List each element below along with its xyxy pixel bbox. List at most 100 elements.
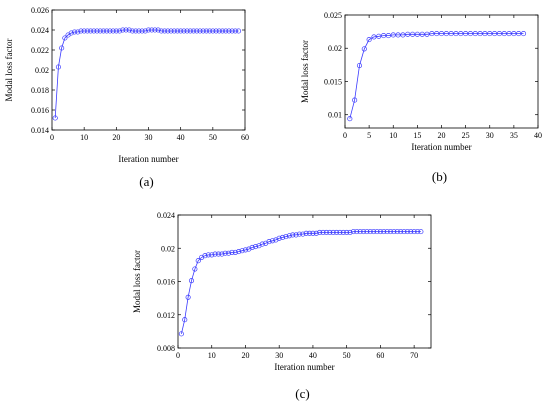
- data-point: [185, 294, 191, 300]
- data-point: [293, 232, 299, 238]
- data-point: [347, 229, 353, 236]
- data-point: [276, 235, 282, 241]
- data-point: [395, 32, 401, 38]
- data-point: [364, 229, 370, 235]
- data-point: [75, 29, 81, 35]
- data-point: [129, 28, 135, 34]
- data-point: [367, 229, 373, 235]
- series-line: [181, 231, 421, 334]
- panel-caption: (b): [432, 169, 447, 184]
- data-point: [391, 229, 397, 235]
- panel-caption: (c): [295, 386, 309, 401]
- x-axis-label: Iteration number: [411, 142, 471, 152]
- data-point: [400, 32, 406, 38]
- plot-frame: [344, 14, 539, 129]
- data-point: [68, 30, 74, 36]
- data-point: [182, 317, 188, 323]
- data-point: [286, 233, 292, 239]
- data-point: [202, 253, 208, 259]
- data-point: [303, 230, 309, 236]
- data-point: [187, 28, 193, 34]
- data-point: [232, 249, 238, 255]
- data-point: [107, 28, 113, 34]
- data-point: [482, 31, 488, 37]
- chart-b: 0 5 10 15 20 25 30 35 40 0.01 0.015 0.02 0.025 Iterat…: [300, 11, 542, 184]
- data-point: [155, 27, 161, 33]
- x-tick-label: 20: [438, 131, 446, 140]
- data-point: [123, 27, 129, 33]
- y-tick-label: 0.01: [328, 111, 342, 120]
- data-point: [81, 28, 87, 34]
- data-point: [401, 229, 407, 235]
- y-tick-label: 0.014: [31, 126, 49, 135]
- data-point: [236, 249, 242, 255]
- data-point: [357, 229, 363, 235]
- x-tick-label: 70: [410, 351, 418, 360]
- x-tick-label: 50: [209, 133, 217, 142]
- data-point: [419, 31, 425, 37]
- data-point: [266, 239, 272, 245]
- data-point: [113, 28, 119, 34]
- data-point: [219, 28, 226, 34]
- data-point: [97, 28, 103, 34]
- data-point: [209, 252, 215, 258]
- data-point: [142, 28, 148, 34]
- x-tick-label: 10: [80, 133, 88, 142]
- data-point: [236, 28, 242, 34]
- data-point: [467, 31, 474, 37]
- data-point: [411, 229, 417, 235]
- data-point: [205, 252, 211, 258]
- data-point: [239, 248, 245, 254]
- x-tick-label: 10: [389, 131, 397, 140]
- y-tick-label: 0.015: [324, 77, 342, 86]
- data-point: [188, 278, 195, 284]
- data-point: [133, 28, 139, 34]
- data-point: [59, 45, 65, 51]
- x-tick-label: 60: [376, 351, 384, 360]
- data-point: [394, 229, 400, 235]
- data-point: [409, 31, 416, 37]
- data-point: [110, 28, 116, 34]
- y-tick-label: 0.025: [324, 11, 342, 20]
- data-point: [374, 229, 380, 235]
- data-point: [94, 28, 100, 34]
- x-axis-label: Iteration number: [118, 154, 178, 164]
- x-tick-label: 20: [241, 351, 249, 360]
- x-tick-label: 5: [367, 131, 371, 140]
- data-point: [453, 31, 459, 37]
- y-tick-label: 0.024: [31, 26, 49, 35]
- data-point: [226, 28, 232, 34]
- panel-caption: (a): [139, 174, 153, 189]
- chart-a: 0 10 20 30 40 50 60 0.014 0.016 0.018 0.02 0.022 0.0…: [4, 6, 249, 189]
- data-point: [418, 229, 424, 235]
- data-point: [62, 35, 68, 41]
- y-tick-label: 0.026: [31, 6, 49, 15]
- data-point: [438, 31, 445, 37]
- data-point: [283, 234, 289, 240]
- data-point: [381, 229, 387, 235]
- data-point: [330, 229, 336, 236]
- data-point: [463, 31, 469, 37]
- data-point: [120, 27, 126, 33]
- x-tick-label: 0: [50, 133, 54, 142]
- x-tick-label: 30: [145, 133, 153, 142]
- data-point: [104, 28, 110, 34]
- data-point: [158, 28, 164, 34]
- x-tick-label: 25: [462, 131, 470, 140]
- data-point: [207, 28, 213, 34]
- data-point: [492, 31, 498, 37]
- data-point: [300, 231, 306, 237]
- data-point: [195, 258, 201, 264]
- x-tick-label: 0: [176, 351, 180, 360]
- data-point: [290, 232, 296, 238]
- data-point: [477, 31, 483, 37]
- data-point: [496, 31, 502, 37]
- data-point: [145, 27, 152, 33]
- data-point: [229, 28, 235, 34]
- x-tick-label: 20: [112, 133, 120, 142]
- data-point: [347, 116, 353, 122]
- x-tick-label: 50: [343, 351, 351, 360]
- data-point: [366, 37, 372, 43]
- y-tick-label: 0.022: [31, 46, 49, 55]
